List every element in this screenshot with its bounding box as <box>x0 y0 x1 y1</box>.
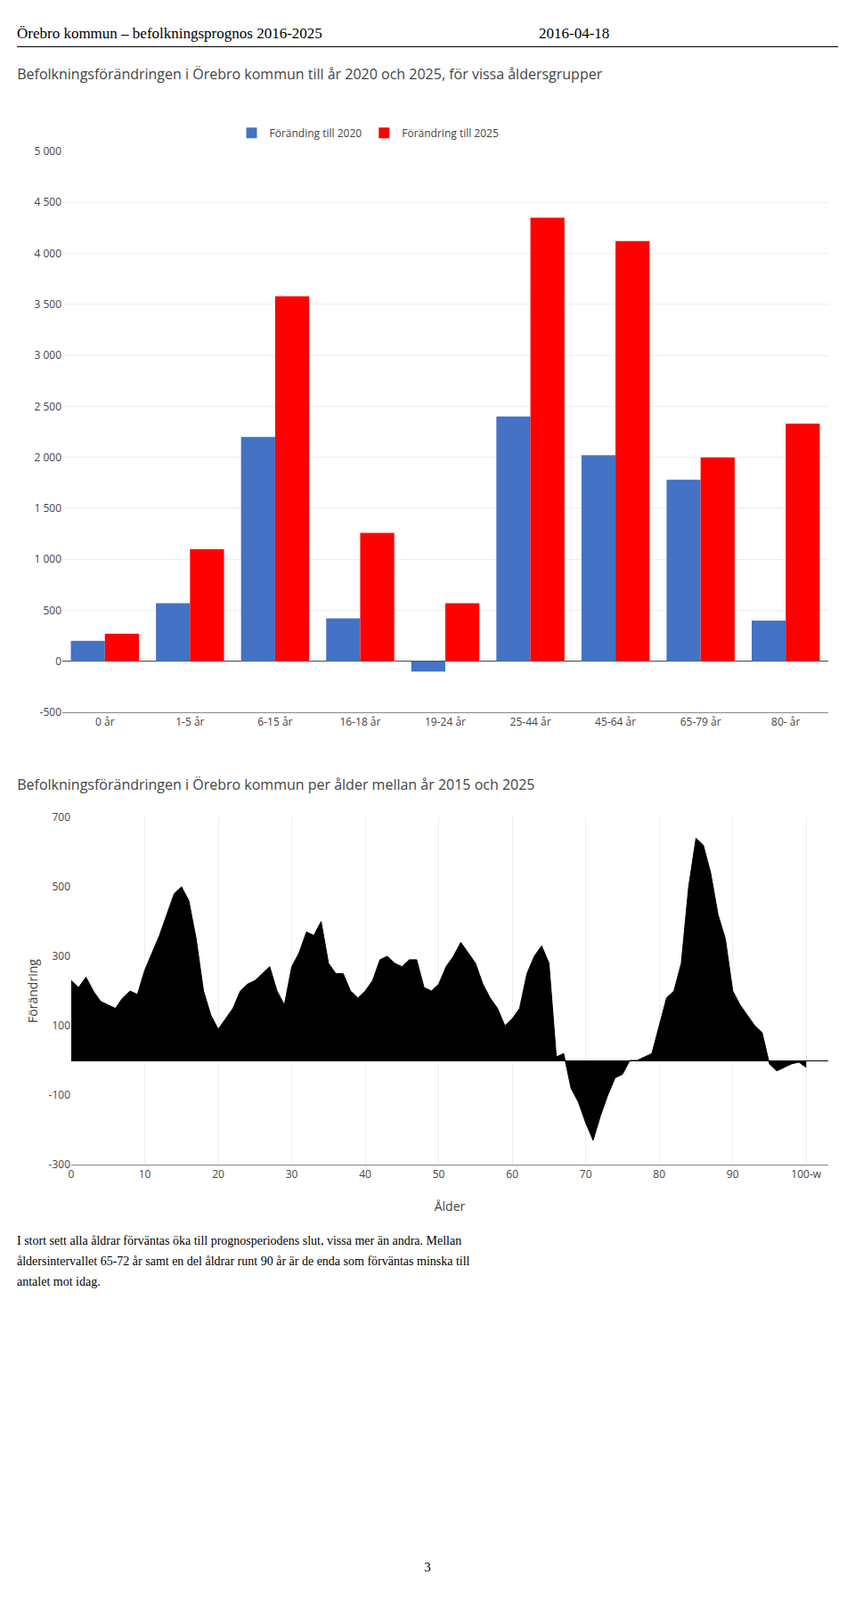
svg-text:0: 0 <box>68 1166 75 1182</box>
svg-text:4 000: 4 000 <box>33 245 62 261</box>
svg-text:Förändring: Förändring <box>24 959 41 1024</box>
svg-text:Förändring till 2025: Förändring till 2025 <box>401 125 499 141</box>
svg-text:50: 50 <box>432 1166 446 1182</box>
svg-text:5 000: 5 000 <box>33 143 62 159</box>
svg-text:2 000: 2 000 <box>33 449 62 465</box>
svg-text:6-15 år: 6-15 år <box>257 714 293 730</box>
svg-text:80- år: 80- år <box>771 714 800 730</box>
svg-text:Föränding till 2020: Föränding till 2020 <box>269 125 363 141</box>
svg-text:45-64 år: 45-64 år <box>594 714 636 730</box>
html-text:Örebro kommun – befolkningspro: Örebro kommun – befolkningsprognos 2016-… <box>16 24 323 42</box>
svg-text:3 500: 3 500 <box>33 296 62 312</box>
svg-text:Befolkningsförändringen i Öreb: Befolkningsförändringen i Örebro kommun … <box>16 774 535 795</box>
svg-text:0: 0 <box>55 653 62 669</box>
svg-text:90: 90 <box>726 1166 740 1182</box>
svg-text:100-w: 100-w <box>790 1166 822 1182</box>
svg-text:-300: -300 <box>48 1156 72 1173</box>
svg-text:3 000: 3 000 <box>33 347 62 363</box>
svg-text:30: 30 <box>285 1166 299 1182</box>
svg-text:Befolkningsförändringen i Öreb: Befolkningsförändringen i Örebro kommun … <box>16 64 603 84</box>
svg-text:65-79 år: 65-79 år <box>680 714 722 730</box>
svg-text:1 500: 1 500 <box>33 500 62 516</box>
html-text:antalet mot idag.: antalet mot idag. <box>16 1275 101 1289</box>
svg-text:0 år: 0 år <box>95 714 115 730</box>
svg-text:-100: -100 <box>48 1087 72 1103</box>
svg-text:40: 40 <box>358 1166 372 1182</box>
html-text:I stort sett alla åldrar förvä: I stort sett alla åldrar förväntas öka t… <box>16 1234 462 1248</box>
svg-text:Ålder: Ålder <box>434 1197 466 1215</box>
svg-text:25-44 år: 25-44 år <box>510 714 552 730</box>
html-text:2016-04-18: 2016-04-18 <box>538 24 610 42</box>
svg-text:700: 700 <box>51 809 71 825</box>
svg-text:-500: -500 <box>40 704 63 720</box>
svg-text:10: 10 <box>138 1166 152 1182</box>
svg-text:19-24 år: 19-24 år <box>424 714 466 730</box>
svg-text:2 500: 2 500 <box>33 399 62 415</box>
svg-text:300: 300 <box>51 948 71 964</box>
svg-text:80: 80 <box>652 1166 666 1182</box>
html-text:3: 3 <box>424 1560 431 1575</box>
svg-text:20: 20 <box>211 1166 225 1182</box>
html-text:åldersintervallet 65-72 år sam: åldersintervallet 65-72 år samt en del å… <box>16 1254 470 1269</box>
svg-text:1-5 år: 1-5 år <box>175 714 204 730</box>
svg-text:16-18 år: 16-18 år <box>339 714 381 730</box>
svg-text:60: 60 <box>505 1166 519 1182</box>
svg-text:1 000: 1 000 <box>33 551 62 567</box>
svg-text:4 500: 4 500 <box>33 194 62 210</box>
svg-text:100: 100 <box>51 1017 71 1034</box>
svg-text:500: 500 <box>42 602 62 619</box>
svg-text:500: 500 <box>51 879 71 895</box>
svg-text:70: 70 <box>579 1166 593 1182</box>
